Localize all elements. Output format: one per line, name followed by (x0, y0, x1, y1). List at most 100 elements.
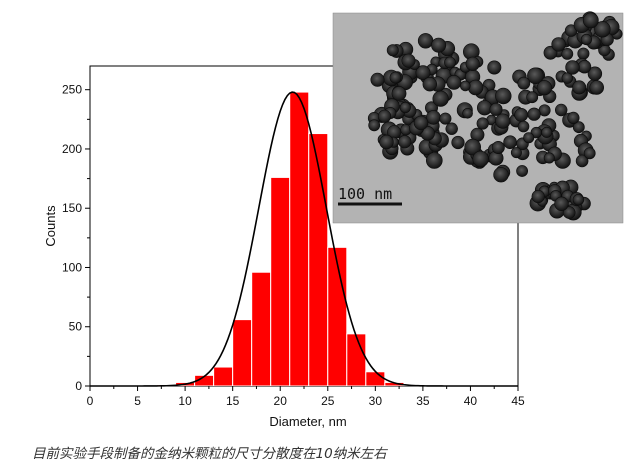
x-tick-label: 20 (274, 394, 288, 408)
nanoparticle (432, 90, 449, 107)
x-tick-label: 25 (321, 394, 335, 408)
nanoparticle (589, 80, 605, 95)
nanoparticle (462, 108, 473, 119)
x-tick-label: 35 (416, 394, 430, 408)
x-tick-label: 5 (134, 394, 141, 408)
nanoparticle (572, 194, 585, 206)
nanoparticle (476, 117, 489, 130)
nanoparticle (514, 108, 529, 122)
nanoparticle (495, 113, 511, 129)
x-tick-label: 0 (87, 394, 94, 408)
histogram-bar (365, 371, 386, 386)
nanoparticle (386, 44, 399, 57)
nanoparticle (517, 76, 531, 90)
x-tick-label: 10 (178, 394, 192, 408)
nanoparticle (445, 122, 458, 135)
nanoparticle (465, 56, 480, 71)
nanoparticle (489, 102, 503, 116)
nanoparticle (517, 120, 530, 133)
nanoparticles (367, 11, 623, 221)
nanoparticle (451, 135, 465, 150)
scale-bar-label: 100 nm (338, 185, 392, 203)
nanoparticle (493, 167, 509, 183)
gaussian-fit-curve (90, 91, 518, 387)
bars-group (156, 91, 424, 386)
y-tick-label: 50 (69, 320, 83, 334)
x-axis: 0 5 10 15 20 25 30 35 40 45 (87, 386, 525, 408)
nanoparticle (389, 71, 402, 84)
histogram-bar (251, 271, 272, 386)
nanoparticle (398, 135, 412, 149)
nanoparticle (444, 56, 456, 69)
nanoparticle (572, 121, 585, 134)
nanoparticle (554, 196, 569, 212)
nanoparticle (439, 112, 452, 125)
nanoparticle (554, 103, 568, 117)
nanoparticle (368, 119, 381, 132)
nanoparticle (503, 135, 517, 149)
nanoparticle (464, 138, 482, 156)
y-tick-label: 150 (62, 201, 82, 215)
tem-inset-image: 100 nm (332, 11, 624, 224)
histogram-figure: 0 5 10 15 20 25 30 35 40 45 0 50 100 150 200 250 Diame… (43, 11, 624, 429)
figure-caption: 目前实验手段制备的金纳米颗粒的尺寸分散度在10纳米左右 (32, 446, 387, 462)
nanoparticle (422, 76, 437, 92)
nanoparticle (487, 60, 502, 75)
nanoparticle (543, 152, 555, 164)
nanoparticle (536, 80, 553, 96)
x-tick-label: 40 (464, 394, 478, 408)
nanoparticle (425, 152, 443, 169)
histogram-bar (308, 133, 329, 386)
nanoparticle (587, 66, 603, 81)
x-tick-label: 30 (369, 394, 383, 408)
nanoparticle (561, 72, 573, 84)
nanoparticle (446, 75, 462, 90)
nanoparticle (562, 206, 576, 219)
nanoparticle (431, 37, 447, 53)
nanoparticle (594, 21, 611, 38)
nanoparticle (577, 47, 590, 60)
nanoparticle (495, 87, 512, 105)
nanoparticle (399, 101, 411, 114)
y-tick-label: 250 (62, 83, 82, 97)
histogram-bar (232, 319, 253, 386)
nanoparticle (526, 91, 539, 104)
y-axis: 0 50 100 150 200 250 (62, 83, 90, 393)
y-tick-label: 100 (62, 260, 82, 274)
nanoparticle (577, 59, 592, 74)
nanoparticle (459, 80, 471, 92)
nanoparticle (415, 65, 431, 81)
y-tick-label: 200 (62, 142, 82, 156)
x-axis-title: Diameter, nm (269, 414, 346, 429)
nanoparticle (527, 107, 541, 121)
nanoparticle (531, 189, 545, 204)
nanoparticle (582, 12, 599, 29)
nanoparticle (567, 111, 580, 124)
nanoparticle (401, 53, 416, 68)
x-tick-label: 45 (511, 394, 525, 408)
x-tick-label: 15 (226, 394, 240, 408)
nanoparticle (583, 147, 596, 160)
nanoparticle (541, 126, 553, 138)
nanoparticle (572, 80, 587, 95)
nanoparticle (391, 86, 407, 101)
histogram-bar (270, 176, 291, 386)
histogram-bar (346, 333, 367, 386)
nanoparticle (370, 72, 385, 87)
nanoparticle (565, 60, 580, 75)
nanoparticle (379, 134, 394, 150)
histogram-bar (213, 366, 234, 386)
nanoparticle (426, 110, 441, 125)
histogram-bar (327, 246, 348, 386)
nanoparticle (561, 48, 574, 60)
y-tick-label: 0 (75, 379, 82, 393)
nanoparticle (580, 33, 593, 46)
nanoparticle (523, 132, 535, 144)
nanoparticle (551, 37, 566, 52)
nanoparticle (472, 150, 489, 168)
nanoparticle (491, 141, 505, 155)
histogram-bar (289, 91, 310, 386)
nanoparticle (467, 79, 484, 96)
nanoparticle (417, 33, 434, 49)
nanoparticle (413, 115, 429, 131)
